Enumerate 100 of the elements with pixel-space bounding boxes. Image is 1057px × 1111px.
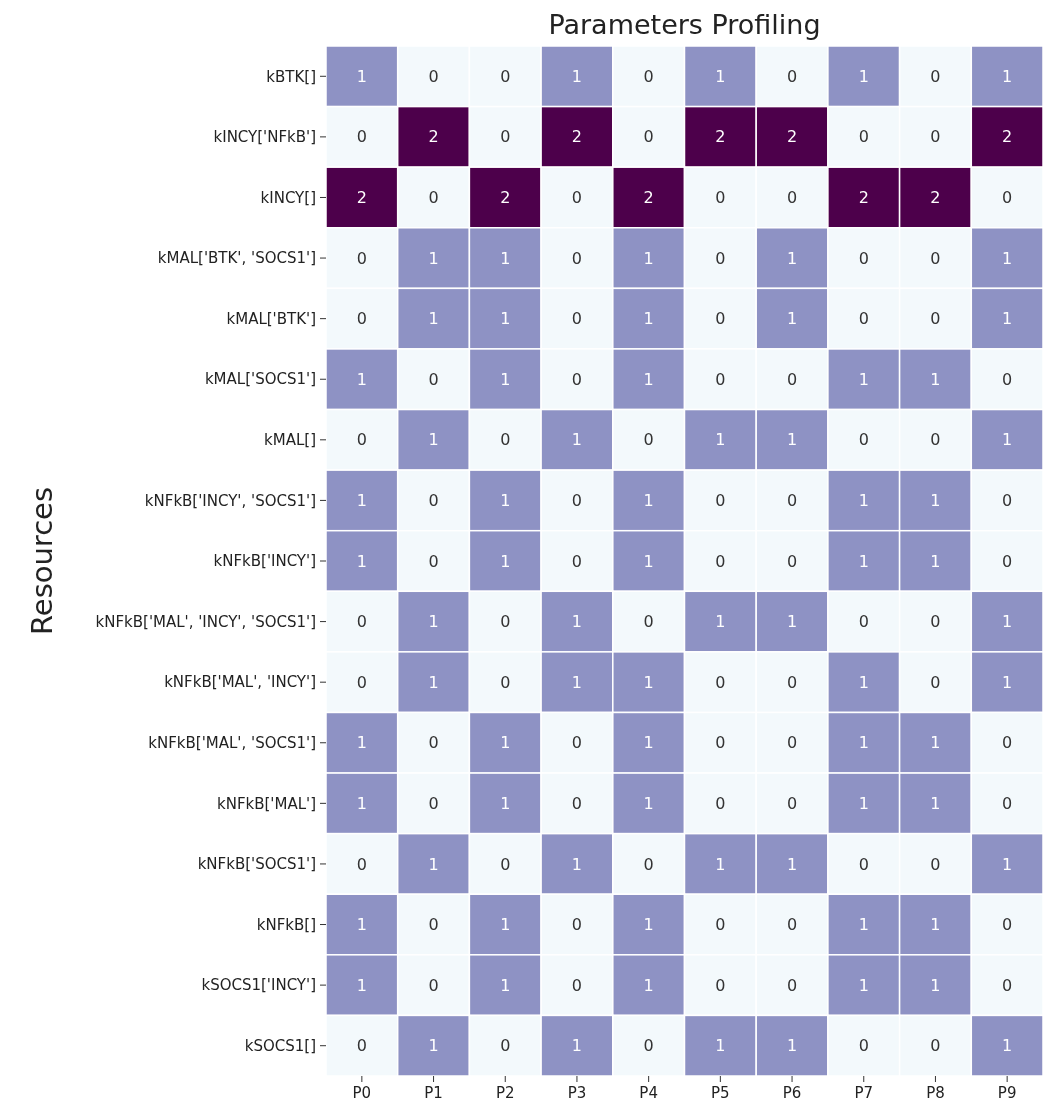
data-label: 1: [356, 975, 367, 995]
data-label: 2: [930, 188, 941, 208]
data-label: 1: [500, 369, 511, 389]
data-label: 1: [643, 491, 654, 511]
data-label: 0: [428, 491, 439, 511]
data-label: 2: [858, 188, 869, 208]
data-label: 0: [571, 491, 583, 511]
data-label: 0: [356, 612, 367, 632]
data-label: 0: [356, 854, 367, 874]
data-label: 1: [500, 733, 511, 753]
data-label: 1: [930, 915, 941, 935]
data-label: 0: [1002, 369, 1013, 389]
data-label: 0: [356, 1036, 367, 1056]
data-label: 1: [643, 672, 654, 692]
data-label: 2: [715, 127, 726, 147]
y-tick-label: kNFkB['INCY']: [213, 552, 316, 571]
data-label: 0: [571, 248, 583, 268]
x-tick-label: P0: [352, 1084, 372, 1102]
x-tick-label: P8: [926, 1084, 945, 1102]
data-label: 1: [858, 672, 869, 692]
data-label: 0: [858, 309, 869, 329]
data-label: 0: [715, 733, 726, 753]
data-label: 1: [428, 430, 439, 450]
data-label: 0: [428, 66, 439, 86]
data-label: 1: [428, 309, 439, 329]
x-tick-label: P3: [567, 1084, 587, 1102]
data-label: 1: [500, 551, 511, 571]
x-tick-label: P7: [854, 1084, 874, 1102]
data-label: 1: [643, 248, 654, 268]
data-label: 1: [500, 793, 511, 813]
data-label: 0: [715, 551, 726, 571]
data-label: 0: [643, 430, 654, 450]
data-label: 0: [786, 915, 798, 935]
data-label: 0: [571, 733, 583, 753]
data-label: 1: [858, 66, 869, 86]
data-label: 0: [930, 854, 941, 874]
y-tick-label: kMAL['BTK']: [226, 309, 316, 328]
x-tick-label: P9: [997, 1084, 1017, 1102]
data-label: 1: [715, 66, 726, 86]
data-label: 0: [930, 248, 941, 268]
y-tick-label: kNFkB['MAL', 'INCY']: [164, 673, 316, 692]
data-label: 1: [858, 915, 869, 935]
data-label: 0: [786, 491, 798, 511]
data-label: 1: [786, 854, 798, 874]
y-tick-label: kNFkB['MAL']: [216, 794, 316, 813]
y-tick-label: kINCY['NFkB']: [213, 128, 316, 147]
y-tick-label: kSOCS1[]: [244, 1036, 316, 1055]
data-label: 0: [1002, 733, 1013, 753]
data-label: 0: [356, 430, 367, 450]
data-label: 0: [356, 127, 367, 147]
x-tick-label: P1: [424, 1084, 443, 1102]
data-label: 0: [571, 309, 583, 329]
y-tick-label: kNFkB['MAL', 'SOCS1']: [148, 734, 316, 753]
data-label: 2: [356, 188, 367, 208]
data-label: 0: [356, 248, 367, 268]
y-axis-title: Resources: [25, 486, 59, 636]
x-tick-label: P2: [495, 1084, 515, 1102]
data-label: 1: [930, 975, 941, 995]
data-label: 0: [500, 430, 511, 450]
data-label: 0: [930, 66, 941, 86]
y-tick-label: kMAL['SOCS1']: [204, 370, 316, 389]
data-label: 0: [715, 975, 726, 995]
data-label: 1: [858, 793, 869, 813]
data-label: 1: [1002, 854, 1013, 874]
data-label: 1: [786, 430, 798, 450]
data-label: 1: [1002, 1036, 1013, 1056]
data-label: 0: [1002, 975, 1013, 995]
data-label: 0: [1002, 491, 1013, 511]
data-label: 0: [356, 672, 367, 692]
data-label: 0: [715, 491, 726, 511]
data-label: 0: [715, 309, 726, 329]
data-label: 0: [1002, 915, 1013, 935]
data-label: 1: [571, 612, 583, 632]
data-label: 1: [500, 309, 511, 329]
data-label: 0: [643, 66, 654, 86]
data-label: 1: [571, 672, 583, 692]
data-label: 1: [1002, 672, 1013, 692]
data-label: 0: [500, 672, 511, 692]
data-label: 1: [356, 491, 367, 511]
data-label: 1: [1002, 248, 1013, 268]
data-label: 1: [715, 430, 726, 450]
data-label: 1: [715, 854, 726, 874]
data-label: 1: [500, 248, 511, 268]
data-label: 1: [643, 733, 654, 753]
data-label: 1: [715, 612, 726, 632]
data-label: 0: [930, 430, 941, 450]
x-tick-label: P5: [711, 1084, 730, 1102]
data-label: 1: [858, 551, 869, 571]
data-label: 0: [858, 127, 869, 147]
data-label: 1: [571, 1036, 583, 1056]
data-label: 1: [786, 248, 798, 268]
data-label: 0: [428, 793, 439, 813]
data-label: 0: [428, 733, 439, 753]
data-label: 0: [786, 369, 798, 389]
data-label: 2: [786, 127, 798, 147]
data-label: 0: [715, 188, 726, 208]
data-label: 1: [356, 369, 367, 389]
data-label: 0: [643, 612, 654, 632]
data-label: 0: [715, 793, 726, 813]
data-label: 0: [858, 612, 869, 632]
